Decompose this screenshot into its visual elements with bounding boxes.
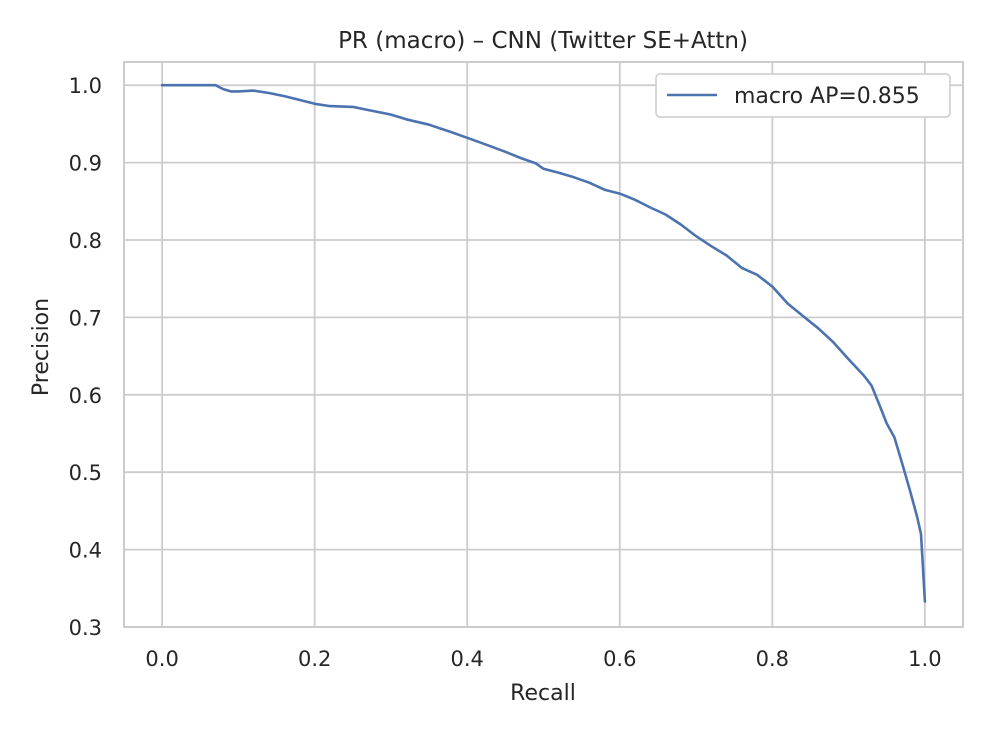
y-tick-label: 0.6	[69, 384, 102, 408]
legend: macro AP=0.855	[655, 73, 951, 118]
grid	[124, 62, 963, 628]
x-tick-label: 0.2	[298, 647, 331, 671]
y-tick-label: 0.5	[69, 461, 102, 485]
x-tick-label: 1.0	[908, 647, 941, 671]
x-tick-label: 0.0	[145, 647, 178, 671]
y-tick-label: 1.0	[69, 74, 102, 98]
x-tick-label: 0.8	[756, 647, 789, 671]
chart-title: PR (macro) – CNN (Twitter SE+Attn)	[338, 28, 748, 54]
legend-box	[655, 73, 951, 118]
y-tick-label: 0.7	[69, 306, 102, 330]
y-tick-label: 0.3	[69, 616, 102, 640]
x-tick-label: 0.6	[603, 647, 636, 671]
y-tick-labels: 0.3 0.4 0.5 0.6 0.7 0.8 0.9 1.0	[69, 74, 102, 640]
x-tick-label: 0.4	[451, 647, 484, 671]
y-axis-label: Precision	[29, 298, 54, 396]
x-axis-label: Recall	[510, 681, 576, 706]
y-tick-label: 0.4	[69, 539, 102, 563]
pr-curve-line	[160, 83, 927, 603]
x-tick-labels: 0.0 0.2 0.4 0.6 0.8 1.0	[145, 647, 941, 671]
y-tick-label: 0.9	[69, 152, 102, 176]
plot-frame	[123, 61, 964, 628]
y-tick-label: 0.8	[69, 229, 102, 253]
legend-label: macro AP=0.855	[734, 84, 920, 109]
series-layer	[160, 83, 927, 603]
